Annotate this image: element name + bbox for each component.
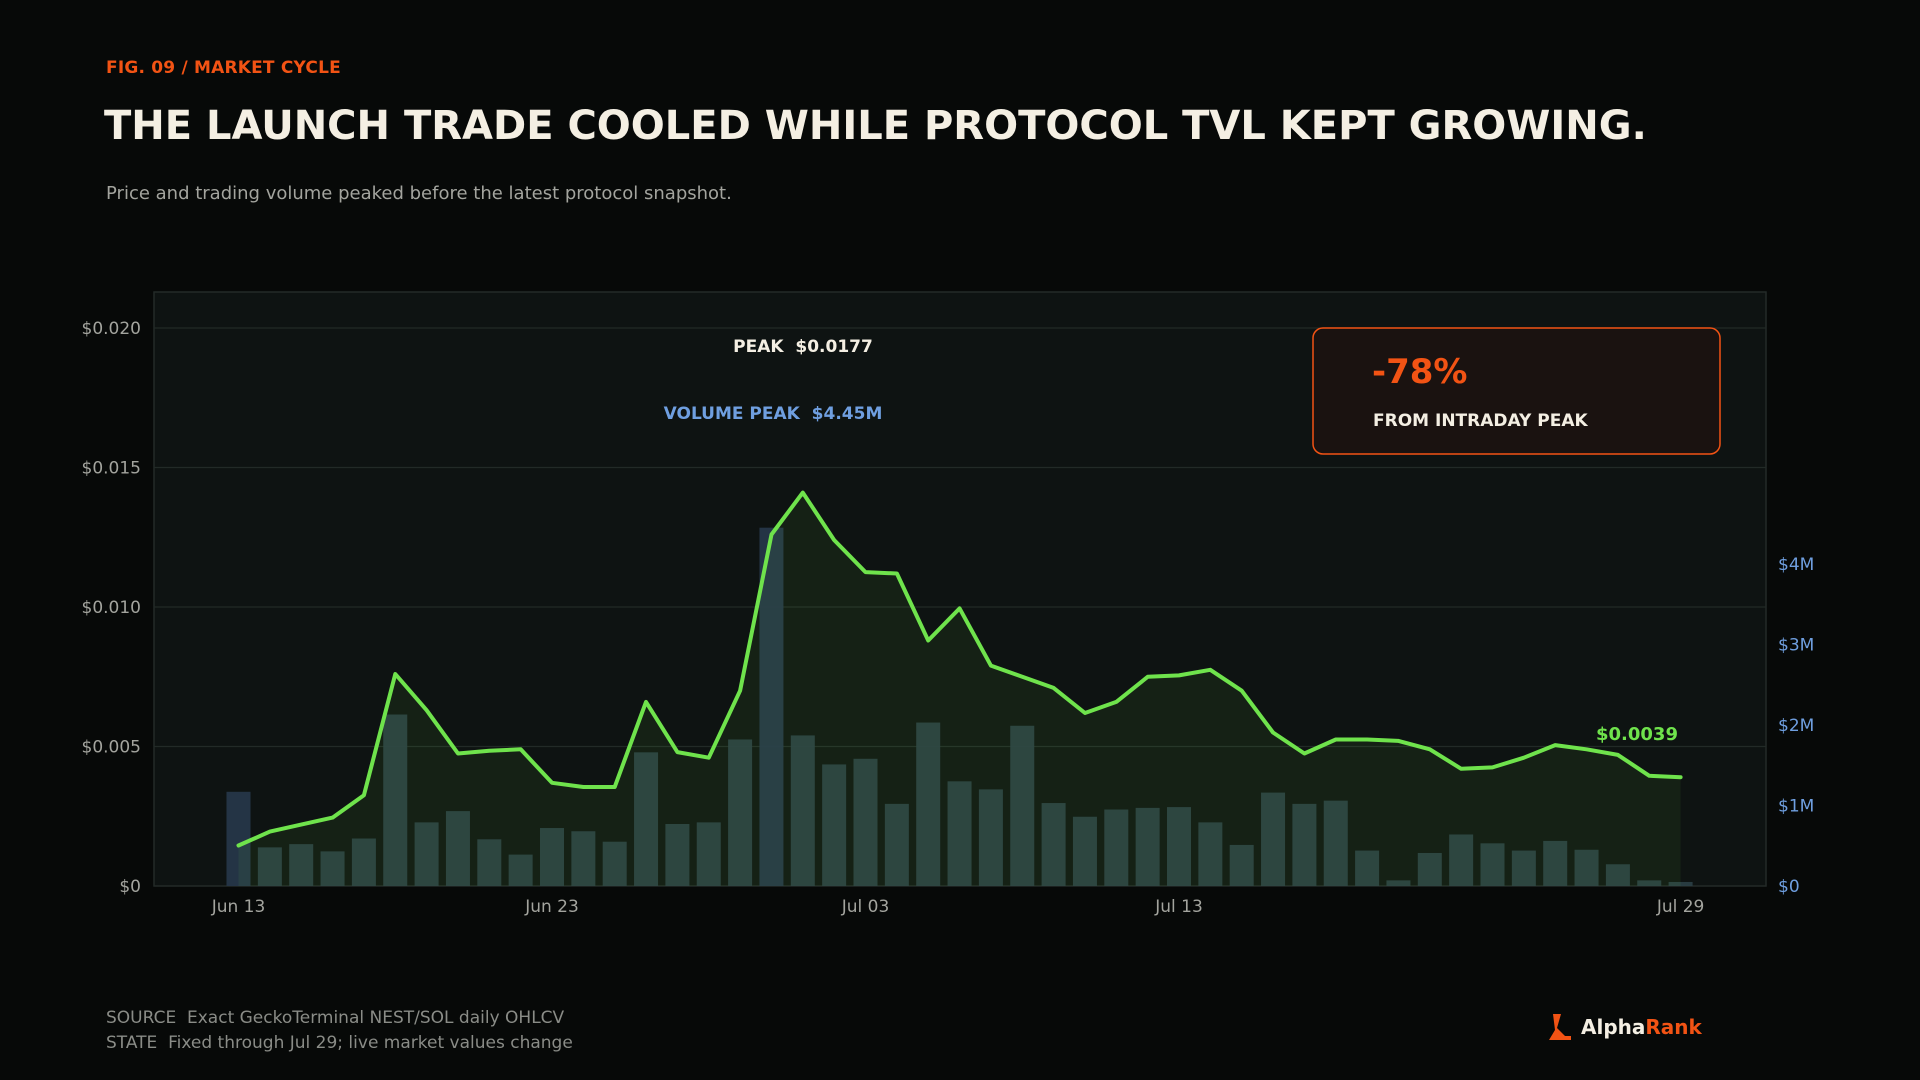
volume-bar [1480,843,1505,886]
volume-bar [1010,725,1035,886]
y-left-tick-label: $0 [119,877,141,897]
volume-bar [540,828,564,886]
volume-bar [414,822,439,886]
volume-bar [916,722,941,886]
page-subtitle: Price and trading volume peaked before t… [106,183,732,204]
volume-bar [634,752,659,886]
volume-bar [508,854,533,886]
brand-rank-text: Rank [1645,1015,1702,1039]
last-price-label: $0.0039 [1596,724,1678,745]
x-axis-ticks: Jun 13 Jun 23 Jul 03 Jul 13 Jul 29 [211,897,1705,917]
volume-bar [1574,849,1599,886]
volume-bar [477,839,502,886]
volume-bar [1198,822,1223,886]
volume-bar [1167,807,1191,886]
volume-bar [759,527,784,886]
volume-bar [1417,852,1442,886]
source-note: SOURCE Exact GeckoTerminal NEST/SOL dail… [106,1008,565,1028]
volume-bar [1668,881,1693,886]
volume-bar [1605,864,1630,886]
volume-bar [728,739,753,886]
y-right-tick-label: $0 [1778,877,1800,897]
volume-bar [1135,807,1160,886]
x-tick-label: Jun 13 [211,897,266,917]
right-axis-ticks: $0 $1M $2M $3M $4M [1778,555,1814,897]
volume-bar [320,851,345,886]
volume-bar [1261,792,1286,886]
volume-bar [1449,834,1474,886]
x-tick-label: Jun 23 [524,897,579,917]
volume-bar [383,714,408,886]
y-left-tick-label: $0.005 [82,738,141,758]
volume-bar [602,841,627,886]
x-tick-label: Jul 03 [841,897,890,917]
volume-bar [1637,880,1662,886]
volume-bar [1072,816,1097,886]
volume-bar [1292,803,1317,886]
alpharank-logo-icon [1549,1014,1571,1040]
volume-bar [947,781,972,886]
callout-value: -78% [1372,352,1468,392]
volume-bar [822,764,847,886]
volume-bar [1511,850,1536,886]
y-right-tick-label: $1M [1778,796,1814,816]
volume-bar [1543,840,1568,886]
y-left-tick-label: $0.015 [82,459,141,479]
brand-alpha-text: Alpha [1581,1015,1646,1039]
volume-bar [1386,880,1411,886]
x-tick-label: Jul 29 [1656,897,1705,917]
volume-bar [257,847,282,886]
volume-bar [289,844,314,886]
y-right-tick-label: $2M [1778,716,1814,736]
drawdown-callout: -78% FROM INTRADAY PEAK [1312,327,1721,455]
volume-bar [665,824,690,886]
state-note: STATE Fixed through Jul 29; live market … [106,1033,573,1053]
volume-bar [790,735,815,886]
volume-bar [1041,803,1066,886]
x-tick-label: Jul 13 [1154,897,1203,917]
volume-bar [978,789,1003,886]
volume-peak-label: VOLUME PEAK $4.45M [664,404,883,424]
volume-bars [226,527,1693,886]
page-title: THE LAUNCH TRADE COOLED WHILE PROTOCOL T… [104,103,1647,149]
volume-bar [1323,800,1348,886]
volume-bar [1229,844,1254,886]
left-axis-ticks: $0 $0.005 $0.010 $0.015 $0.020 [82,319,141,897]
y-right-tick-label: $4M [1778,555,1814,575]
volume-bar [1104,809,1129,886]
figure-label: FIG. 09 / MARKET CYCLE [106,58,341,78]
y-left-tick-label: $0.020 [82,319,141,339]
volume-bar [351,838,376,886]
callout-label: FROM INTRADAY PEAK [1373,411,1588,431]
volume-bar [1355,850,1380,886]
y-left-tick-label: $0.010 [82,598,141,618]
volume-bar [445,811,470,886]
brand-logo: AlphaRank [1545,1012,1702,1042]
price-peak-label: PEAK $0.0177 [733,337,873,357]
volume-bar [696,822,721,886]
volume-bar [853,758,878,886]
volume-bar [226,791,251,886]
volume-bar [571,831,596,886]
y-right-tick-label: $3M [1778,635,1814,655]
price-line [236,490,1683,848]
volume-bar [884,803,909,886]
